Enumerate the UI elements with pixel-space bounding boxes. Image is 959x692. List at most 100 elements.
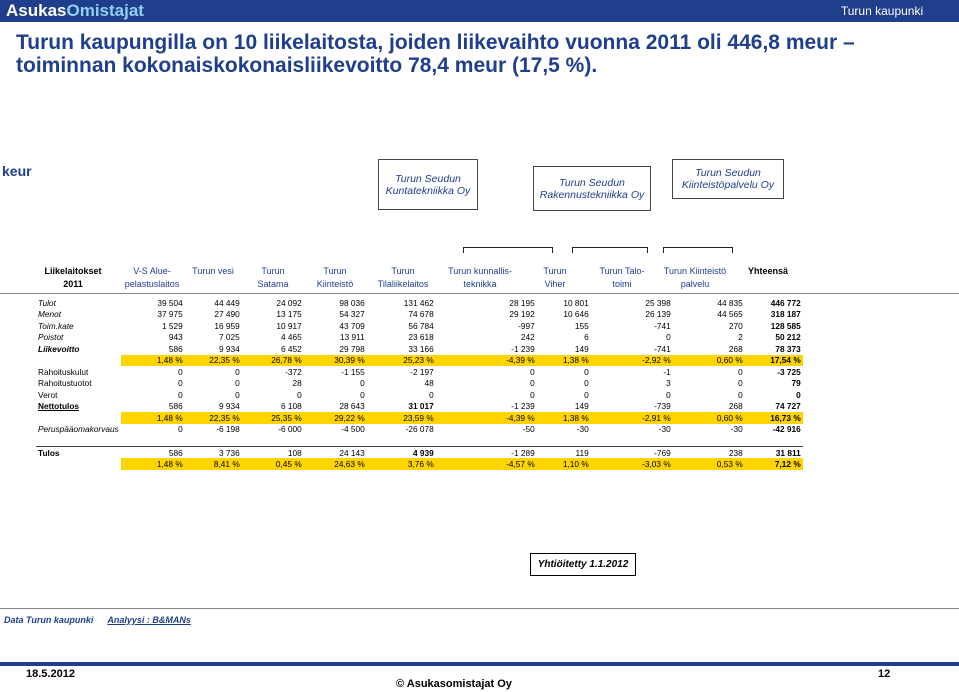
row-label: Menot — [38, 309, 62, 320]
table-cell: 98 036 — [339, 297, 365, 308]
column-header-total: Yhteensä — [740, 265, 796, 278]
table-row: 1,48 % 22,35 % 25,35 % 29,22 % 23,59 % -4,39 … — [36, 412, 803, 424]
table-cell: 27 490 — [214, 309, 240, 320]
company-name: Turun Seudun Kiinteistöpalvelu Oy — [681, 167, 775, 191]
table-cell: 6 — [584, 332, 589, 343]
footer-copyright: © Asukasomistajat Oy — [396, 678, 512, 690]
bottom-bar — [0, 662, 959, 666]
page-number: 12 — [878, 668, 891, 680]
column-header-unit-8-text: Turun Kiinteistö palvelu — [663, 266, 727, 289]
table-cell: -739 — [654, 401, 671, 412]
table-row: 1,48 % 22,35 % 26,78 % 30,39 % 25,23 % -4,39 … — [36, 354, 803, 367]
bracket-kiinteistopalvelu — [663, 247, 733, 253]
table-row: Tulos 586 3 736 108 24 143 4 939 -1 289 119 -769… — [36, 446, 803, 458]
table-cell: 39 504 — [157, 297, 183, 308]
table-cell: 131 462 — [403, 297, 434, 308]
table-cell: 10 917 — [276, 320, 302, 331]
table-cell: -741 — [654, 320, 671, 331]
table-cell: -26 078 — [405, 424, 434, 435]
row-label: Rahoituskulut — [38, 366, 89, 377]
table-cell: 1,48 % — [120, 354, 185, 366]
table-cell: 0 — [235, 366, 240, 377]
table-cell: -769 — [590, 446, 673, 458]
bracket-rakennustekniikka — [572, 247, 648, 253]
table-cell: 3,76 % — [366, 458, 436, 470]
table-cell: 28 643 — [339, 401, 365, 412]
column-header-first-text: Liikelaitokset 2011 — [44, 266, 102, 289]
table-cell: 29 798 — [339, 343, 365, 354]
table-cell: 1,48 % — [120, 458, 185, 470]
table-cell: 1,38 % — [536, 354, 591, 366]
column-header-unit-4-text: Turun Tilaliikelaitos — [377, 266, 429, 289]
table-cell: 44 835 — [717, 297, 743, 308]
table-cell: 37 975 — [157, 309, 183, 320]
table-cell: 0 — [530, 366, 535, 377]
table-cell: -1 289 — [435, 446, 537, 458]
table-cell — [367, 435, 436, 447]
table-cell: 8,41 % — [184, 458, 242, 470]
data-source: Data Turun kaupunki — [4, 615, 94, 625]
row-label: Tulos — [36, 446, 121, 458]
table-cell: 119 — [536, 446, 591, 458]
table-cell — [121, 435, 185, 447]
table-cell: -50 — [522, 424, 535, 435]
table-cell: 0,53 % — [672, 458, 745, 470]
table-cell: -1 155 — [341, 366, 365, 377]
table-cell: 0,60 % — [672, 412, 745, 424]
table-cell: 24 092 — [276, 297, 302, 308]
table-row: Nettotulos 586 9 934 6 108 28 643 31 017 -1 23… — [36, 401, 803, 413]
table-cell-total: 446 772 — [770, 297, 801, 308]
table-cell: -6 000 — [278, 424, 302, 435]
table-cell: 0 — [738, 366, 743, 377]
row-label — [36, 458, 121, 470]
table-row: 1,48 % 8,41 % 0,45 % 24,63 % 3,76 % -4,57 % 1,… — [36, 458, 803, 470]
financial-table-body: Tulot 39 504 44 449 24 092 98 036 131 462 28 1… — [36, 297, 803, 470]
table-cell: 1,38 % — [536, 412, 591, 424]
table-cell: 9 934 — [218, 401, 240, 412]
page-title: Turun kaupungilla on 10 liikelaitosta, j… — [16, 31, 855, 77]
table-cell — [304, 435, 367, 447]
column-header-unit-2-text: Turun Satama — [257, 266, 289, 289]
table-cell: -1 239 — [511, 343, 535, 354]
table-cell: 0 — [738, 378, 743, 389]
table-cell: -4,39 % — [435, 412, 537, 424]
table-cell: 1 529 — [161, 320, 183, 331]
table-cell-total: 318 187 — [770, 309, 801, 320]
column-header-unit-2: Turun Satama — [250, 265, 296, 291]
table-row: Liikevoitto 586 9 934 6 452 29 798 33 166 -1 2… — [36, 343, 803, 355]
table-cell: 0 — [584, 378, 589, 389]
company-box-rakennustekniikka: Turun Seudun Rakennustekniikka Oy — [533, 166, 651, 211]
table-cell: 43 709 — [339, 320, 365, 331]
table-cell: 25,23 % — [366, 354, 436, 366]
table-cell: 0 — [235, 389, 240, 400]
row-label: Nettotulos — [38, 401, 80, 412]
table-cell: 586 — [120, 446, 185, 458]
table-cell: 22,35 % — [184, 354, 242, 366]
table-row: Verot 0 0 0 0 0 0 0 0 0 0 — [36, 389, 803, 401]
table-cell: 31 017 — [408, 401, 434, 412]
brand-part2: Omistajat — [66, 1, 144, 20]
row-label — [36, 355, 121, 367]
table-cell-total: 78 373 — [775, 343, 801, 354]
table-cell-total: 74 727 — [775, 401, 801, 412]
table-cell: 30,39 % — [303, 354, 367, 366]
table-cell: -2,92 % — [590, 354, 673, 366]
column-header-unit-8: Turun Kiinteistö palvelu — [660, 265, 730, 291]
table-cell-total: 128 585 — [770, 320, 801, 331]
row-label — [36, 412, 121, 424]
table-cell: 0 — [738, 389, 743, 400]
source-line: Data Turun kaupunki Analyysi : B&MANs — [4, 615, 205, 625]
table-row: Poistot 943 7 025 4 465 13 911 23 618 242 6 0 2 50… — [36, 332, 803, 344]
column-header-unit-6: Turun Viher — [533, 265, 577, 291]
company-box-kiinteistopalvelu: Turun Seudun Kiinteistöpalvelu Oy — [672, 159, 784, 199]
table-cell: -372 — [285, 366, 302, 377]
column-header-first: Liikelaitokset 2011 — [38, 265, 108, 291]
table-row — [36, 435, 803, 447]
table-cell: 26,78 % — [241, 354, 304, 366]
table-cell: 10 646 — [563, 309, 589, 320]
table-cell: 0 — [584, 366, 589, 377]
table-row: Rahoituskulut 0 0 -372 -1 155 -2 197 0 0 -1 0 -3 7… — [36, 366, 803, 378]
table-cell: -1 239 — [511, 401, 535, 412]
brand-part1: Asukas — [6, 1, 67, 20]
table-cell: 26 139 — [645, 309, 671, 320]
